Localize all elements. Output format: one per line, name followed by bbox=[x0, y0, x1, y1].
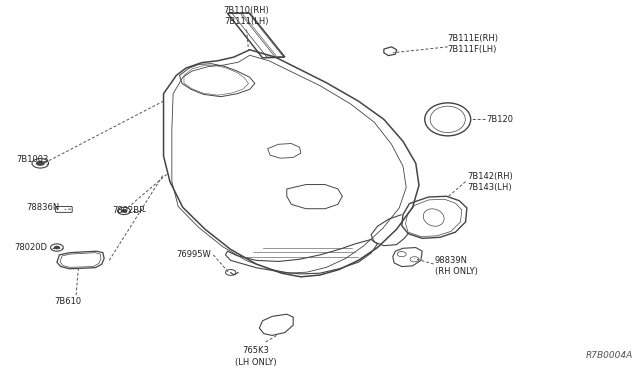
Text: 78836N: 78836N bbox=[26, 203, 60, 212]
Text: 76995W: 76995W bbox=[177, 250, 211, 259]
Circle shape bbox=[121, 209, 127, 213]
Text: 7B110(RH)
7B111(LH): 7B110(RH) 7B111(LH) bbox=[224, 6, 269, 26]
Text: 78020D: 78020D bbox=[15, 243, 48, 252]
Text: 7B120: 7B120 bbox=[486, 115, 513, 124]
Text: 98839N
(RH ONLY): 98839N (RH ONLY) bbox=[435, 256, 478, 276]
Circle shape bbox=[36, 161, 45, 166]
Text: 7B1003: 7B1003 bbox=[17, 155, 49, 164]
Text: 7B142(RH)
7B143(LH): 7B142(RH) 7B143(LH) bbox=[467, 171, 513, 192]
Text: 7802BP: 7802BP bbox=[112, 206, 145, 215]
Text: 7B111E(RH)
7B111F(LH): 7B111E(RH) 7B111F(LH) bbox=[448, 34, 499, 54]
Text: 7B610: 7B610 bbox=[54, 297, 81, 306]
Text: 765K3
(LH ONLY): 765K3 (LH ONLY) bbox=[236, 346, 277, 366]
Circle shape bbox=[54, 246, 60, 249]
Text: R7B0004A: R7B0004A bbox=[586, 351, 633, 360]
